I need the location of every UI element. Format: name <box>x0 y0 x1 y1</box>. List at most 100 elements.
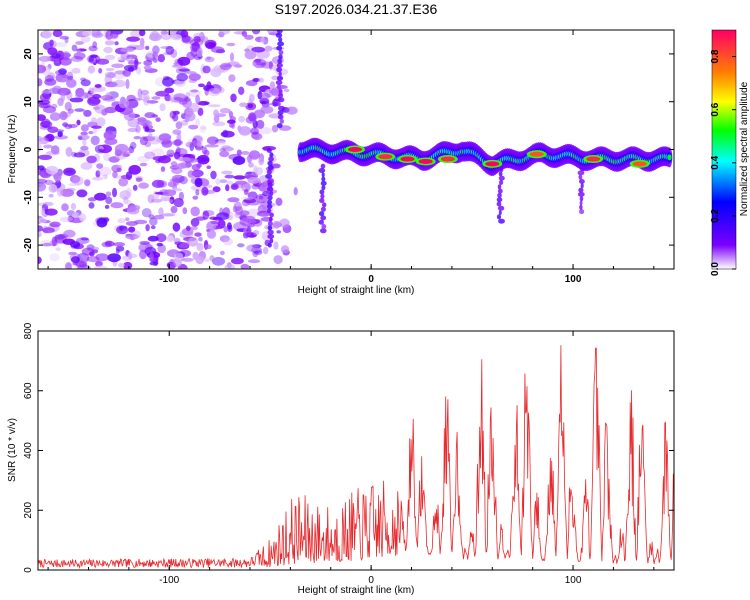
noise-blob <box>118 262 125 268</box>
noise-blob <box>109 33 119 40</box>
noise-blob <box>221 145 231 150</box>
noise-blob <box>273 255 283 265</box>
noise-blob <box>227 197 240 203</box>
noise-blob <box>223 226 228 233</box>
noise-blob <box>119 190 131 200</box>
spur-mark <box>269 238 274 244</box>
noise-blob <box>185 161 192 168</box>
noise-blob <box>258 126 272 135</box>
noise-blob <box>145 224 150 232</box>
noise-blob <box>213 109 219 117</box>
spur-mark <box>267 165 274 171</box>
noise-blob <box>155 159 162 164</box>
spur-mark <box>278 54 283 60</box>
noise-blob <box>161 139 173 148</box>
noise-blob <box>68 251 77 256</box>
noise-blob <box>148 214 155 220</box>
spur-mark <box>320 215 327 221</box>
noise-blob <box>38 182 47 192</box>
noise-blob <box>206 136 219 145</box>
noise-blob <box>123 64 138 72</box>
noise-blob <box>132 230 141 239</box>
noise-blob <box>39 93 51 102</box>
noise-blob <box>149 251 154 260</box>
spur-mark <box>278 50 284 55</box>
noise-blob <box>233 221 247 231</box>
noise-blob <box>68 182 82 187</box>
spur-mark <box>269 152 274 158</box>
noise-blob <box>238 115 245 123</box>
noise-blob <box>63 167 76 176</box>
noise-blob <box>212 186 221 193</box>
noise-blob <box>293 187 298 196</box>
noise-blob <box>105 67 115 72</box>
y-tick-label: 400 <box>23 442 34 459</box>
noise-blob <box>193 36 201 43</box>
noise-blob <box>239 102 248 108</box>
spur-mark <box>580 183 584 189</box>
noise-blob <box>228 111 234 118</box>
noise-blob <box>238 86 245 96</box>
spur-mark <box>319 189 325 195</box>
noise-blob <box>143 60 153 66</box>
spur-mark <box>499 180 504 185</box>
noise-blob <box>247 177 261 184</box>
noise-blob <box>259 98 270 105</box>
noise-blob <box>191 184 205 192</box>
noise-blob <box>226 180 233 185</box>
noise-blob <box>219 108 231 114</box>
noise-blob <box>96 163 104 169</box>
spectrogram-heatmap <box>38 30 673 269</box>
noise-blob <box>139 241 150 245</box>
noise-blob <box>173 151 181 160</box>
noise-blob <box>158 133 172 142</box>
noise-blob <box>94 192 107 201</box>
spur-mark <box>278 88 283 94</box>
noise-blob <box>139 30 146 37</box>
noise-blob <box>190 206 200 217</box>
noise-blob <box>175 121 183 130</box>
noise-blob <box>135 177 143 182</box>
noise-blob <box>269 88 282 95</box>
noise-blob <box>185 158 199 164</box>
noise-blob <box>125 99 139 109</box>
noise-blob <box>91 176 104 181</box>
figure-title: S197.2026.034.21.37.E36 <box>275 1 438 17</box>
noise-blob <box>206 81 212 90</box>
noise-blob <box>254 167 263 176</box>
noise-blob <box>90 90 97 94</box>
noise-blob <box>201 186 209 196</box>
noise-blob <box>244 50 257 60</box>
noise-blob <box>65 262 72 269</box>
noise-blob <box>262 191 272 197</box>
noise-blob <box>46 39 57 49</box>
noise-blob <box>174 138 182 147</box>
noise-blob <box>149 30 160 41</box>
noise-blob <box>211 256 226 266</box>
spur-mark <box>267 229 274 235</box>
noise-blob <box>195 94 201 105</box>
spur-mark <box>269 191 274 196</box>
noise-blob <box>91 117 97 123</box>
spur-mark <box>267 234 275 239</box>
noise-blob <box>120 174 132 179</box>
spur-mark <box>275 32 283 38</box>
noise-blob <box>57 187 64 197</box>
noise-blob <box>160 30 169 35</box>
noise-blob <box>191 169 204 178</box>
noise-blob <box>178 68 191 72</box>
spur-mark <box>318 211 325 217</box>
noise-blob <box>147 194 155 204</box>
noise-blob <box>52 85 63 95</box>
noise-blob <box>279 218 290 228</box>
y-tick-label: -10 <box>23 190 34 205</box>
noise-blob <box>100 95 114 101</box>
noise-blob <box>54 58 60 63</box>
noise-blob <box>275 197 283 206</box>
noise-blob <box>88 130 94 135</box>
noise-blob <box>104 54 116 61</box>
noise-blob <box>65 146 73 157</box>
noise-blob <box>138 182 149 189</box>
noise-blob <box>122 255 132 261</box>
